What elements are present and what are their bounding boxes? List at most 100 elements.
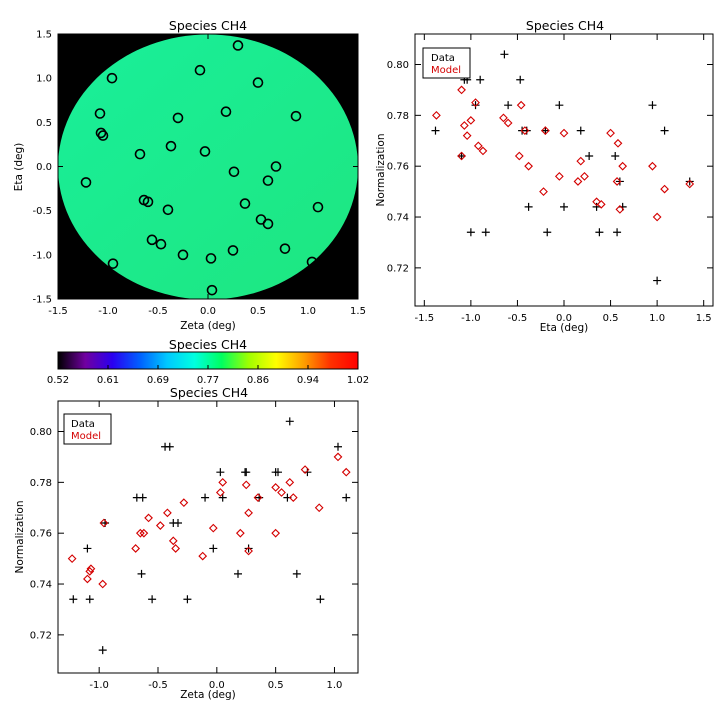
zeta-model-point-7 bbox=[135, 528, 145, 538]
eta-ytick-label-3: 0.78 bbox=[387, 111, 409, 122]
eta-data-point-28 bbox=[660, 126, 669, 135]
zeta-data-point-12 bbox=[174, 519, 182, 528]
zeta-ytick-label-1: 0.74 bbox=[30, 580, 52, 591]
eta-model-point-8 bbox=[478, 146, 488, 156]
eta-model-point-12 bbox=[516, 100, 526, 110]
eta-model-point-5 bbox=[466, 116, 476, 125]
eta-data-point-24 bbox=[615, 177, 624, 186]
map-y-label: Eta (deg) bbox=[13, 143, 25, 192]
map-marker-8 bbox=[220, 106, 232, 118]
map-title: Species CH4 bbox=[169, 18, 247, 33]
map-marker-2 bbox=[194, 64, 206, 76]
colorbar-tick-label-3: 0.77 bbox=[197, 375, 219, 386]
eta-model-point-31 bbox=[660, 184, 669, 194]
eta-model-point-3 bbox=[459, 121, 469, 130]
zeta-xtick-label-0: -1.0 bbox=[89, 680, 109, 691]
eta-data-point-27 bbox=[653, 276, 662, 285]
eta-model-point-30 bbox=[652, 212, 662, 222]
map-marker-7 bbox=[172, 112, 184, 124]
zeta-x-label: Zeta (deg) bbox=[180, 689, 236, 701]
eta-data-point-21 bbox=[595, 228, 604, 237]
eta-data-point-16 bbox=[555, 101, 564, 110]
map-marker-3 bbox=[252, 77, 264, 88]
eta-data-point-29 bbox=[685, 177, 694, 186]
zeta-ytick-label-3: 0.78 bbox=[30, 478, 52, 489]
zeta-data-point-2 bbox=[85, 595, 94, 604]
map-marker-19 bbox=[162, 204, 174, 216]
map-marker-31 bbox=[306, 256, 318, 268]
eta-model-point-14 bbox=[524, 161, 533, 171]
zeta-data-point-16 bbox=[216, 468, 225, 477]
eta-legend-box bbox=[422, 47, 471, 79]
eta-model-point-2 bbox=[457, 151, 466, 161]
zeta-legend: Data Model bbox=[63, 413, 112, 445]
eta-model-point-25 bbox=[612, 177, 622, 186]
eta-model-point-26 bbox=[613, 138, 623, 148]
map-marker-14 bbox=[228, 166, 240, 178]
eta-data-point-13 bbox=[524, 202, 533, 211]
eta-xtick-label-2: -0.5 bbox=[508, 313, 528, 324]
zeta-data-point-20 bbox=[242, 468, 251, 477]
zeta-model-point-19 bbox=[235, 528, 245, 538]
zeta-plot-frame bbox=[57, 400, 359, 674]
eta-xtick-label-4: 0.5 bbox=[603, 313, 619, 324]
zeta-data-point-13 bbox=[183, 595, 192, 604]
eta-model-point-16 bbox=[539, 187, 548, 196]
eta-data-point-0 bbox=[431, 126, 440, 135]
eta-model-point-1 bbox=[457, 85, 466, 95]
zeta-ytick-label-4: 0.80 bbox=[30, 427, 52, 438]
eta-x-label: Eta (deg) bbox=[540, 322, 589, 334]
eta-model-point-19 bbox=[573, 177, 583, 186]
map-marker-13 bbox=[270, 161, 282, 172]
zeta-model-point-23 bbox=[253, 493, 263, 502]
map-marker-6 bbox=[97, 130, 109, 141]
eta-legend-model: Model bbox=[431, 65, 461, 76]
zeta-data-point-14 bbox=[201, 493, 210, 502]
zeta-y-label: Normalization bbox=[14, 501, 26, 574]
zeta-model-point-9 bbox=[144, 513, 153, 523]
colorbar-tick-label-0: 0.52 bbox=[47, 375, 69, 386]
eta-legend: Data Model bbox=[422, 47, 471, 79]
zeta-model-point-31 bbox=[333, 452, 343, 462]
zeta-model-point-20 bbox=[241, 480, 251, 490]
zeta-model-point-5 bbox=[98, 579, 108, 589]
eta-data-point-12 bbox=[522, 126, 531, 135]
eta-model-point-23 bbox=[596, 199, 606, 209]
eta-y-ticks: 0.72 0.74 0.76 0.78 0.80 bbox=[387, 60, 713, 274]
eta-model-point-24 bbox=[606, 128, 615, 138]
zeta-model-point-27 bbox=[285, 477, 295, 487]
eta-model-point-13 bbox=[520, 126, 530, 135]
eta-model-point-20 bbox=[576, 156, 586, 166]
eta-model-point-4 bbox=[462, 131, 472, 141]
zeta-data-point-26 bbox=[285, 417, 294, 426]
map-marker-10 bbox=[134, 148, 146, 160]
zeta-data-point-21 bbox=[244, 544, 253, 553]
eta-y-label: Normalization bbox=[375, 134, 387, 207]
colorbar-panel: Species CH4 0.52 0.61 0.69 0.77 0.86 0.94 1.02 bbox=[47, 337, 369, 386]
map-y-ticks: -1.5 -1.0 -0.5 0.0 0.5 1.0 1.5 bbox=[32, 30, 358, 306]
map-ytick-label-1: -1.0 bbox=[32, 250, 52, 261]
eta-model-point-0 bbox=[432, 110, 441, 120]
eta-model-point-32 bbox=[685, 179, 695, 189]
colorbar-tick-label-4: 0.86 bbox=[247, 375, 269, 386]
eta-model-point-18 bbox=[559, 128, 569, 138]
map-marker-29 bbox=[205, 253, 217, 264]
zeta-title: Species CH4 bbox=[170, 385, 248, 400]
map-marker-25 bbox=[155, 238, 167, 250]
map-ytick-label-5: 1.0 bbox=[36, 74, 52, 85]
eta-data-point-10 bbox=[516, 75, 525, 84]
eta-model-point-15 bbox=[540, 126, 550, 135]
zeta-model-point-32 bbox=[341, 467, 351, 477]
zeta-xtick-label-2: 0.0 bbox=[209, 680, 225, 691]
zeta-ytick-label-2: 0.76 bbox=[30, 529, 52, 540]
eta-ytick-label-4: 0.80 bbox=[387, 60, 409, 71]
map-marker-1 bbox=[232, 40, 244, 51]
zeta-legend-model: Model bbox=[71, 431, 101, 442]
colorbar-ticks: 0.52 0.61 0.69 0.77 0.86 0.94 1.02 bbox=[47, 365, 369, 386]
zeta-model-point-11 bbox=[163, 508, 172, 518]
zeta-data-point-30 bbox=[334, 442, 342, 451]
eta-model-point-11 bbox=[514, 151, 524, 161]
zeta-panel: Species CH4 -1.0 -0.5 0.0 0.5 1.0 0.720.740.… bbox=[14, 385, 359, 701]
colorbar-tick-label-2: 0.69 bbox=[147, 375, 169, 386]
